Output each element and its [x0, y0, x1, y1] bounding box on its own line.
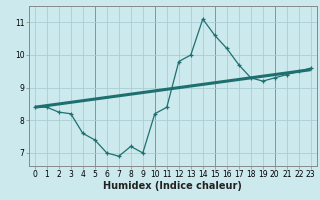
X-axis label: Humidex (Indice chaleur): Humidex (Indice chaleur) — [103, 181, 242, 191]
